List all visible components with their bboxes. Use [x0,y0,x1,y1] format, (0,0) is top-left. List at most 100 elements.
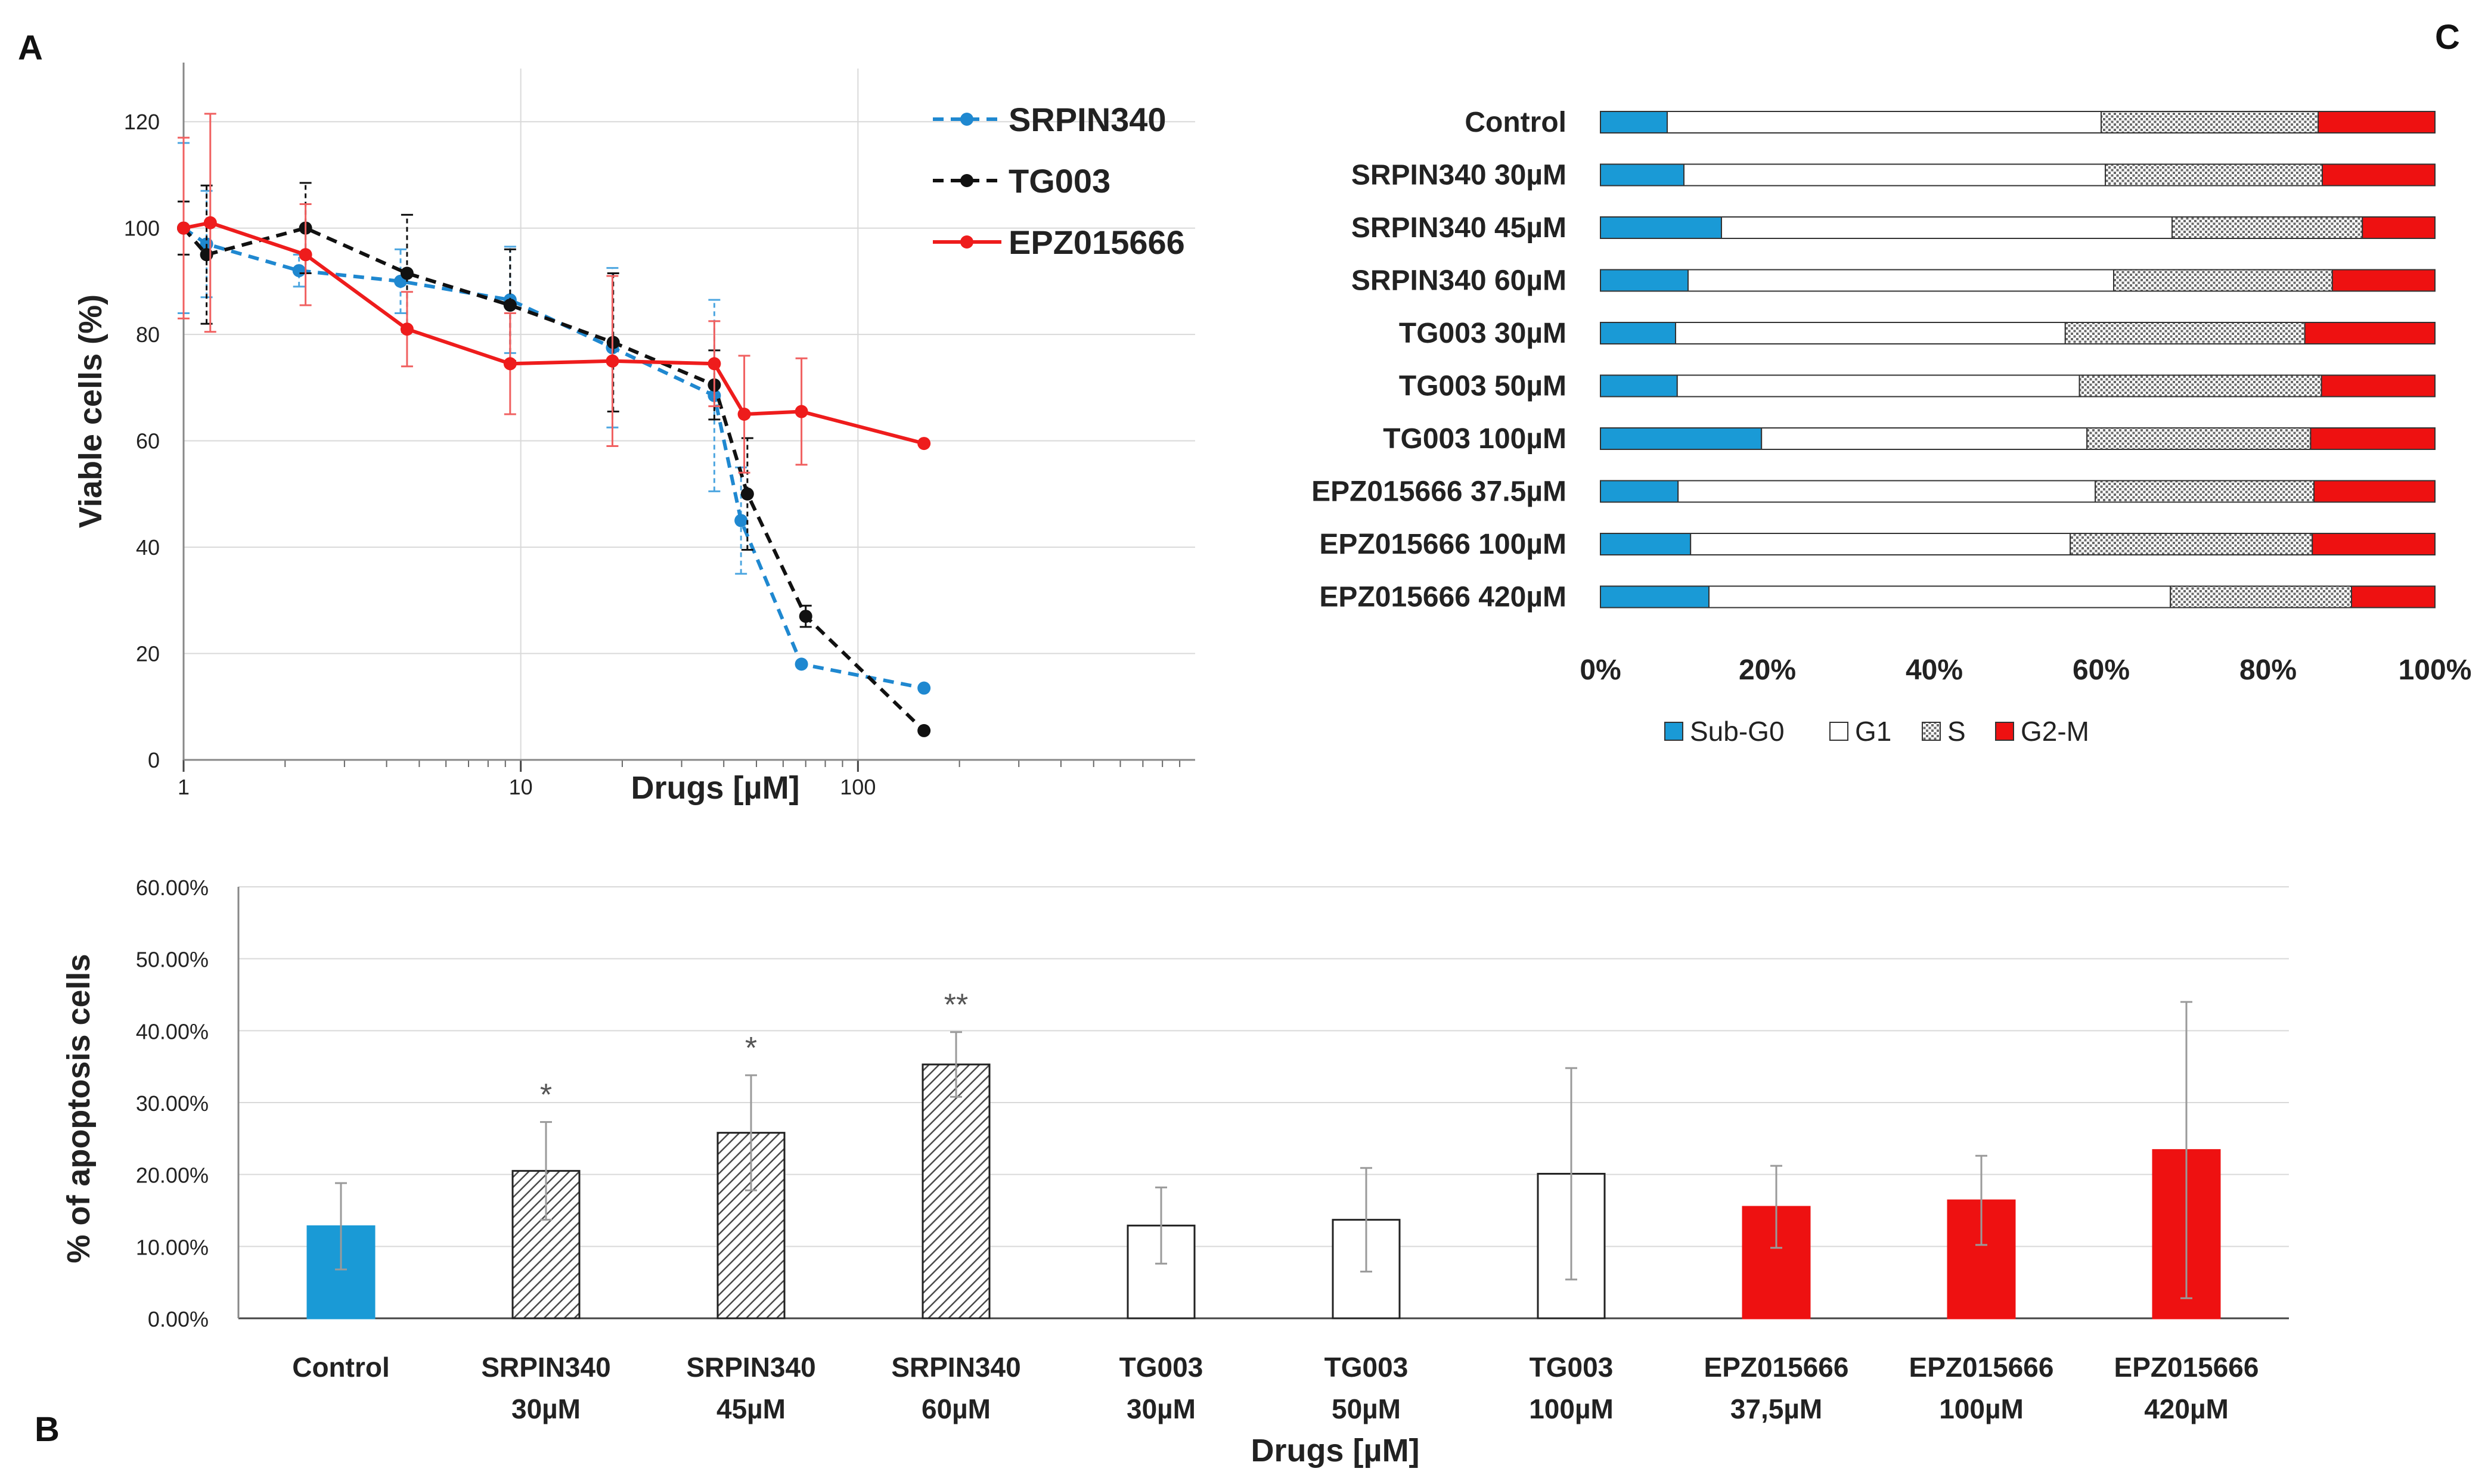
panel-a-y-axis-title: Viable cells (%) [73,294,108,528]
panel-a-data-point [203,216,217,229]
panel-c-segment-s [2170,585,2352,608]
panel-c-segment-sub-g0 [1600,533,1692,555]
panel-a-legend-marker [960,174,973,187]
panel-label-c: C [2435,18,2460,57]
panel-c-x-tick-label: 40% [1906,654,1963,686]
panel-c-segment-s [2171,216,2363,239]
panel-c-legend-label: G1 [1855,716,1891,747]
panel-c-segment-sub-g0 [1600,427,1763,450]
panel-c-segment-s [2105,163,2323,187]
panel-b-bars: **** [306,988,2221,1320]
panel-b-y-tick-label: 40.00% [136,1019,209,1044]
panel-c-segment-sub-g0 [1600,480,1679,503]
panel-c-x-tick-label: 100% [2399,654,2472,686]
panel-b-y-tick-label: 20.00% [136,1163,209,1188]
panel-c-bars: Control SRPIN340 30µM SRPIN340 45µM SRPIN34… [1311,107,2436,613]
panel-c-segment-g2-m [2318,111,2436,134]
panel-c-segment-g1 [1721,216,2173,239]
panel-c-legend-swatch [1995,722,2014,741]
panel-b-category-label: Control [292,1352,390,1383]
panel-a-line-srpin340 [182,226,925,690]
panel-c-segment-g1 [1687,269,2114,292]
panel-b-category-label: 60µM [922,1393,991,1424]
panel-c-segment-g2-m [2310,427,2436,450]
panel-a-data-point [708,357,721,371]
panel-a-legend: SRPIN340 TG003 EPZ015666 [933,101,1185,261]
panel-a-legend-label: EPZ015666 [1009,223,1185,261]
panel-c-segment-g2-m [2313,480,2436,503]
panel-b-category-label: EPZ015666 [1909,1352,2054,1383]
panel-c-segment-g2-m [2321,374,2436,398]
panel-b-category-label: TG003 [1324,1352,1409,1383]
panel-b-significance-mark: ** [944,988,968,1023]
panel-c-legend-swatch [1664,722,1683,741]
panel-a-data-point [503,357,517,371]
panel-c-category-label: EPZ015666 100µM [1319,529,1566,560]
panel-b-bar [511,1170,581,1320]
panel-a-data-point [606,354,619,368]
panel-b-category-label: TG003 [1119,1352,1203,1383]
panel-a-x-axis-title: Drugs [µM] [631,770,799,806]
panel-a-legend-label: TG003 [1009,162,1110,200]
panel-b-category-label: 37,5µM [1730,1393,1822,1424]
panel-c-segment-g2-m [2322,163,2436,187]
panel-c-segment-sub-g0 [1600,163,1684,187]
panel-a-data-point [177,221,190,235]
panel-b-category-label: SRPIN340 [481,1352,610,1383]
panel-c-segment-s [2101,111,2319,134]
panel-c-segment-s [2078,374,2322,398]
panel-c-segment-g1 [1675,322,2066,344]
panel-b-significance-mark: * [745,1031,757,1066]
panel-a-x-tick-label: 1 [178,775,190,799]
panel-b-bar-chart: 0.00% 10.00% 20.00% 30.00% 40.00% 50.00% 60.00… [61,876,2289,1469]
panel-a-line-epz015666 [183,221,925,445]
panel-c-legend-swatch [1829,722,1848,741]
panel-c-category-label: SRPIN340 45µM [1351,212,1566,244]
panel-c-category-label: EPZ015666 420µM [1319,582,1566,613]
panel-c-segment-g2-m [2304,322,2436,344]
panel-a-data-point [292,264,306,278]
panel-a-gridlines [184,69,1195,760]
panel-c-legend-label: S [1947,716,1966,747]
panel-c-legend-label: G2-M [2021,716,2089,747]
panel-b-category-label: 100µM [1939,1393,2024,1424]
panel-b-category-label: 30µM [511,1393,581,1424]
panel-b-category-label: 100µM [1529,1393,1614,1424]
panel-a-data-point [799,610,812,623]
panel-c-segment-g1 [1761,427,2088,450]
panel-b-category-label: SRPIN340 [686,1352,815,1383]
panel-c-axis: 0% 20% 40% 60% 80% 100% [1580,654,2471,686]
panel-c-category-label: TG003 100µM [1383,423,1566,455]
panel-a-y-tick-label: 60 [136,429,160,454]
panel-a-y-tick-label: 40 [136,535,160,560]
panel-c-segment-g2-m [2312,533,2436,555]
panel-a-series-srpin340 [177,142,931,695]
panel-b-category-label: SRPIN340 [891,1352,1020,1383]
panel-a-data-point [400,322,414,336]
panel-c-category-label: SRPIN340 30µM [1351,160,1566,191]
panel-a-data-point [917,724,931,737]
panel-c-segment-s [2113,269,2333,292]
panel-c-x-tick-label: 60% [2073,654,2130,686]
panel-b-category-label: 50µM [1332,1393,1401,1424]
panel-label-b: B [35,1410,60,1449]
panel-c-segment-sub-g0 [1600,269,1689,292]
panel-a-legend-label: SRPIN340 [1009,101,1167,138]
panel-c-segment-g2-m [2351,585,2436,608]
panel-a-x-tick-label: 10 [509,775,533,799]
panel-a-data-point [400,266,414,280]
panel-c-category-label: Control [1465,107,1566,138]
panel-c-segment-g2-m [2362,216,2436,239]
panel-c-legend-label: Sub-G0 [1690,716,1785,747]
panel-c-segment-g1 [1667,111,2102,134]
panel-b-y-tick-label: 30.00% [136,1091,209,1116]
panel-b-category-label: EPZ015666 [2114,1352,2259,1383]
panel-c-segment-sub-g0 [1600,111,1668,134]
panel-a-data-point [737,408,751,421]
panel-a-y-tick-label: 100 [124,216,160,241]
panel-a-data-point [917,681,931,695]
panel-c-stacked-bar-chart: Control SRPIN340 30µM SRPIN340 45µM SRPIN34… [1311,107,2471,747]
